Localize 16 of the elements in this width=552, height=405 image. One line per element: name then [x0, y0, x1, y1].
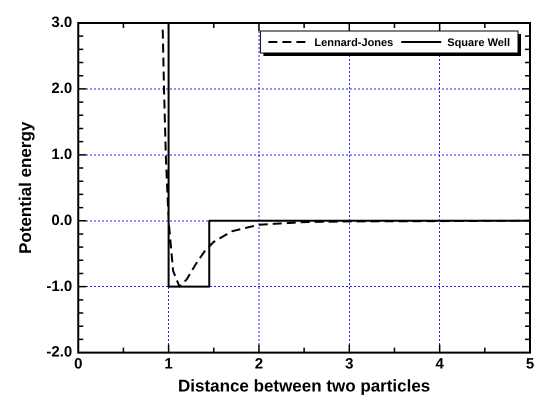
legend-label: Lennard-Jones	[314, 37, 394, 50]
x-tick-label: 5	[526, 356, 534, 373]
x-tick-label: 3	[345, 356, 354, 373]
y-tick-label: 1.0	[51, 146, 72, 163]
y-axis-title: Potential energy	[16, 121, 35, 254]
y-tick-label: 0.0	[51, 212, 72, 229]
legend-label: Square Well	[447, 37, 510, 50]
y-tick-label: 3.0	[51, 14, 72, 32]
y-tick-label: -1.0	[46, 278, 72, 295]
x-tick-label: 4	[435, 356, 444, 373]
y-tick-label: -2.0	[46, 344, 72, 361]
x-tick-label: 0	[74, 356, 82, 373]
x-axis-title: Distance between two particles	[178, 376, 430, 396]
x-tick-label: 1	[164, 356, 173, 373]
y-tick-label: 2.0	[51, 80, 72, 98]
x-tick-label: 2	[254, 356, 264, 373]
